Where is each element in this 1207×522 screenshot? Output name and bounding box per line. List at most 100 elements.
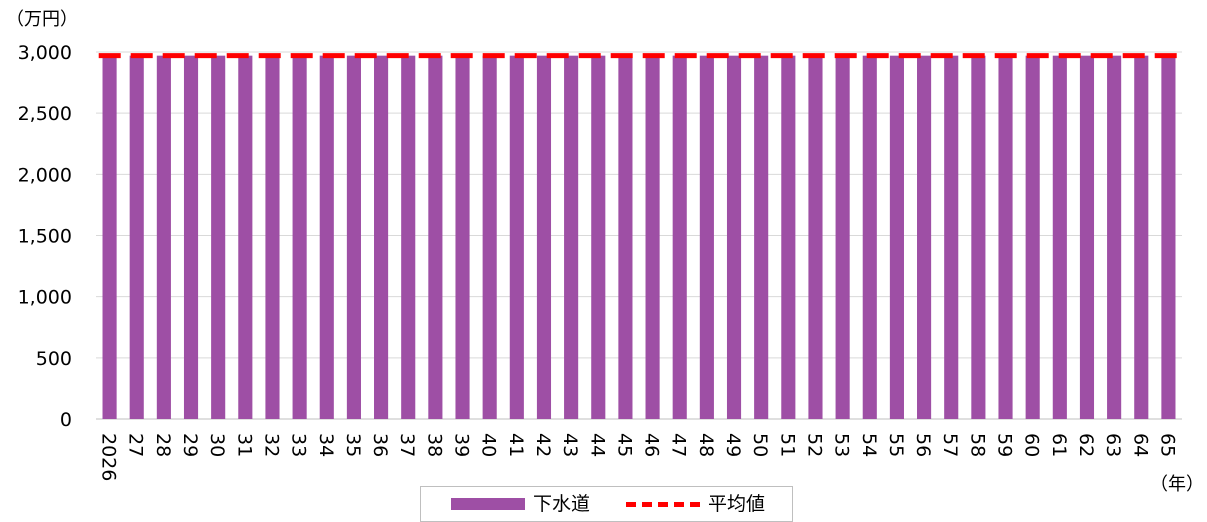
bar xyxy=(1025,55,1040,420)
x-tick-label: 52 xyxy=(803,433,825,457)
bar xyxy=(591,55,606,420)
y-tick-label: 500 xyxy=(36,348,72,370)
bar xyxy=(699,55,714,420)
bar xyxy=(509,55,524,420)
x-tick-label: 56 xyxy=(912,433,934,457)
y-tick-label: 0 xyxy=(60,409,72,431)
bar xyxy=(862,55,877,420)
x-tick-label: 65 xyxy=(1156,433,1178,457)
x-tick-label: 39 xyxy=(451,433,473,457)
x-tick-labels: 2026 27 28 29 30 31 32 33 34 35 36 37 38 39 40 41 42 43 44… xyxy=(98,433,1179,481)
bar xyxy=(292,55,307,420)
x-tick-label: 35 xyxy=(342,433,364,457)
bar xyxy=(808,55,823,420)
x-tick-label: 36 xyxy=(369,433,391,457)
x-tick-label: 49 xyxy=(722,433,744,457)
legend-item-average: 平均値 xyxy=(626,493,765,515)
x-tick-label: 59 xyxy=(994,433,1016,457)
bar xyxy=(265,55,280,420)
x-tick-label: 27 xyxy=(125,433,147,457)
bar xyxy=(889,55,904,420)
bar xyxy=(102,55,117,420)
x-tick-label: 60 xyxy=(1021,433,1043,457)
bar xyxy=(374,55,389,420)
x-tick-label: 48 xyxy=(695,433,717,457)
bar xyxy=(754,55,769,420)
x-tick-label: 2026 xyxy=(98,433,120,481)
bar xyxy=(917,55,932,420)
y-tick-label: 1,000 xyxy=(18,287,72,309)
bar-series xyxy=(102,55,1176,420)
x-tick-label: 38 xyxy=(423,433,445,457)
x-tick-label: 62 xyxy=(1075,433,1097,457)
bar xyxy=(346,55,361,420)
bar xyxy=(645,55,660,420)
x-tick-label: 33 xyxy=(288,433,310,457)
y-tick-labels: 0 500 1,000 1,500 2,000 2,500 3,000 xyxy=(18,42,72,431)
bar xyxy=(971,55,986,420)
x-tick-label: 58 xyxy=(966,433,988,457)
bar xyxy=(319,55,334,420)
legend-swatch-bar xyxy=(451,498,525,510)
x-tick-label: 40 xyxy=(478,433,500,457)
bar xyxy=(998,55,1013,420)
bar xyxy=(183,55,199,420)
bar xyxy=(564,55,579,420)
gridlines xyxy=(96,51,1182,420)
x-tick-label: 34 xyxy=(315,433,337,457)
x-tick-label: 53 xyxy=(831,433,853,457)
y-tick-label: 1,500 xyxy=(18,226,72,248)
x-axis-label: （年） xyxy=(1150,474,1204,495)
legend-item-sewer: 下水道 xyxy=(451,493,590,515)
x-tick-label: 42 xyxy=(532,433,554,457)
x-tick-label: 43 xyxy=(559,433,581,457)
bar xyxy=(1134,55,1149,420)
x-tick-label: 63 xyxy=(1102,433,1124,457)
x-tick-label: 32 xyxy=(260,433,282,457)
bar xyxy=(401,55,416,420)
bar xyxy=(1161,55,1176,420)
bar xyxy=(1107,55,1122,420)
legend-label-sewer: 下水道 xyxy=(533,493,591,515)
y-tick-label: 2,500 xyxy=(18,103,72,125)
x-tick-label: 64 xyxy=(1129,433,1151,457)
bar xyxy=(211,55,226,420)
y-tick-label: 3,000 xyxy=(18,42,72,64)
bar xyxy=(129,55,144,420)
bar xyxy=(835,55,850,420)
y-axis-label: （万円） xyxy=(6,9,78,30)
bar xyxy=(238,55,253,420)
x-tick-label: 29 xyxy=(179,433,201,457)
x-tick-label: 28 xyxy=(152,433,174,457)
x-tick-label: 45 xyxy=(613,433,635,457)
x-tick-label: 30 xyxy=(206,433,228,457)
x-tick-label: 46 xyxy=(641,433,663,457)
bar xyxy=(156,55,171,420)
bar xyxy=(482,55,497,420)
bar xyxy=(944,55,959,420)
bar xyxy=(536,55,552,420)
bar xyxy=(455,55,470,420)
bar xyxy=(781,55,796,420)
bar xyxy=(1052,55,1067,420)
x-tick-label: 44 xyxy=(586,433,608,457)
x-tick-label: 61 xyxy=(1048,433,1070,457)
x-tick-label: 55 xyxy=(885,433,907,457)
bar xyxy=(428,55,443,420)
y-tick-label: 2,000 xyxy=(18,164,72,186)
x-tick-label: 54 xyxy=(858,433,880,457)
x-tick-label: 37 xyxy=(396,433,418,457)
x-tick-label: 50 xyxy=(749,433,771,457)
x-tick-label: 41 xyxy=(505,433,527,457)
x-tick-label: 47 xyxy=(668,433,690,457)
bar xyxy=(618,55,633,420)
x-tick-label: 51 xyxy=(776,433,798,457)
legend: 下水道 平均値 xyxy=(420,486,793,522)
legend-swatch-dashed-line xyxy=(626,501,700,507)
bar xyxy=(726,55,742,420)
bar xyxy=(672,55,687,420)
x-tick-label: 31 xyxy=(233,433,255,457)
legend-label-average: 平均値 xyxy=(708,493,766,515)
x-tick-label: 57 xyxy=(939,433,961,457)
